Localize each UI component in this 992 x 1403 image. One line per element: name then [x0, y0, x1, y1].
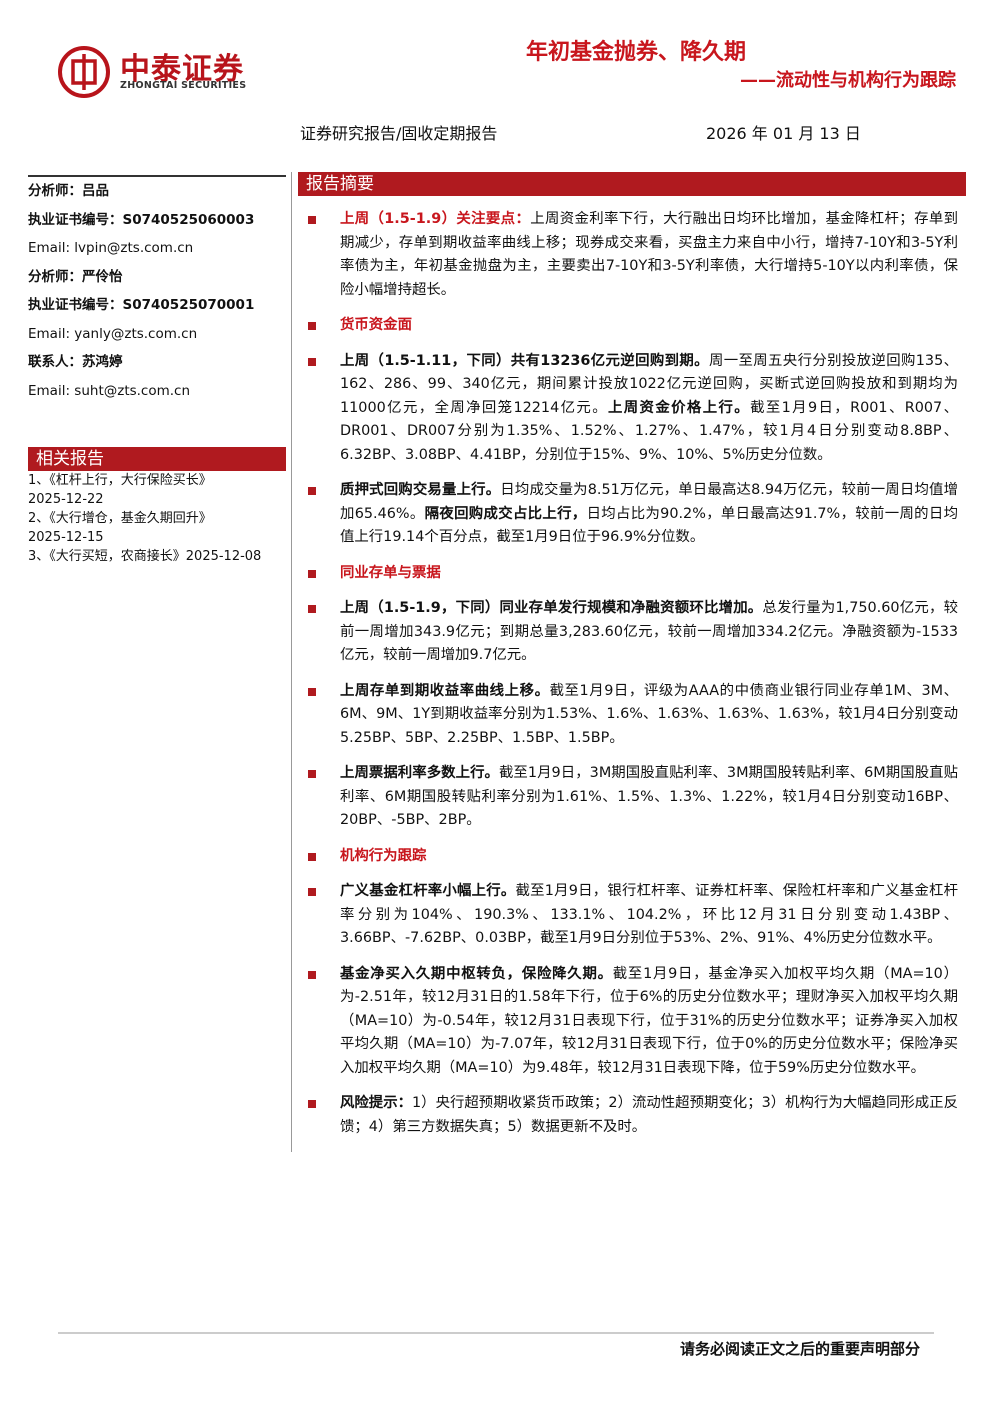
body-text: 日均成交量为8.51万亿元，单日最高达8.94万亿元，较前一周日均值增加65.4… [340, 482, 958, 522]
summary: 报告摘要 上周（1.5-1.9）关注要点：上周资金利率下行，大行融出日均环比增加… [298, 172, 966, 1139]
heading-text: 同业存单与票据 [340, 564, 441, 581]
lead-text: 上周（1.5-1.9）关注要点： [340, 211, 531, 227]
paragraph: 质押式回购交易量上行。日均成交量为8.51万亿元，单日最高达8.94万亿元，较前… [298, 479, 966, 550]
analyst-line: 执业证书编号：S0740525060003 [28, 211, 255, 228]
analyst-line: 分析师：严伶怡 [28, 268, 123, 285]
body-text: 截至1月9日，基金净买入加权平均久期（MA=10）为-2.51年，较12月31日… [340, 965, 958, 1076]
divider [291, 172, 292, 1152]
section-title: 报告摘要 [298, 172, 966, 196]
paragraph: 基金净买入久期中枢转负，保险降久期。截至1月9日，基金净买入加权平均久期（MA=… [298, 963, 966, 1081]
related-item: 2025-12-15 [28, 530, 104, 545]
analyst-line: Email: lvpin@zts.com.cn [28, 240, 194, 256]
body-text: 1）央行超预期收紧货币政策；2）流动性超预期变化；3）机构行为大幅趋同形成正反馈… [340, 1095, 958, 1135]
lead-text: 上周票据利率多数上行。 [340, 765, 499, 781]
subheading: 货币资金面 [298, 314, 966, 338]
paragraph: 上周（1.5-1.11，下同）共有13236亿元逆回购到期。周一至周五央行分别投… [298, 350, 966, 468]
related-reports: 相关报告 1、《杠杆上行，大行保险买长》 2025-12-22 2、《大行增仓，基金… [28, 447, 286, 566]
footer-note: 请务必阅读正文之后的重要声明部分 [679, 1340, 920, 1358]
subheading: 同业存单与票据 [298, 562, 966, 586]
paragraph: 上周（1.5-1.9）关注要点：上周资金利率下行，大行融出日均环比增加，基金降杠… [298, 208, 966, 302]
bullet [308, 1100, 316, 1108]
lead-text: 广义基金杠杆率小幅上行。 [340, 883, 516, 899]
bullet [308, 970, 316, 979]
brand: 中泰证券 [120, 52, 244, 87]
bullet [308, 216, 316, 224]
body-text: 截至1月9日，R001、R007、DR001、DR007分别为1.35%、1.5… [340, 399, 958, 463]
body-text: 截至1月9日，评级为AAA的中债商业银行同业存单1M、3M、6M、9M、1Y到期… [340, 682, 958, 746]
related-item: 1、《杠杆上行，大行保险买长》 [28, 473, 212, 488]
logo-icon [58, 46, 110, 98]
section-title: 相关报告 [28, 447, 286, 471]
bullet [308, 852, 316, 861]
brand-en: ZHONGTAI SECURITIES [120, 80, 247, 91]
paragraph: 上周存单到期收益率曲线上移。截至1月9日，评级为AAA的中债商业银行同业存单1M… [298, 680, 966, 751]
lead-text: 上周存单到期收益率曲线上移。 [340, 682, 550, 699]
paragraph: 上周（1.5-1.9，下同）同业存单发行规模和净融资额环比增加。总发行量为1,7… [298, 597, 966, 668]
lead-text: 上周（1.5-1.11，下同）共有13236亿元逆回购到期。 [340, 352, 709, 369]
lead-text: 风险提示： [340, 1095, 413, 1111]
body-text: 周一至周五央行分别投放逆回购135、162、286、99、340亿元，期间累计投… [340, 352, 958, 416]
body-text: 总发行量为1,750.60亿元，较前一周增加343.9亿元；到期总量3,283.… [340, 600, 958, 663]
sidebar: 分析师：吕品执业证书编号：S0740525060003 Email: lvpin@… [28, 175, 286, 566]
body-text: 截至1月9日，银行杠杆率、证券杠杆率、保险杠杆率和广义基金杠杆率分别为104%、… [340, 883, 958, 946]
report-date: 2026 年 01 月 13 日 [706, 124, 861, 143]
body-text: 日均占比为90.2%，单日最高达91.7%，较前一周的日均值上行19.14个百分… [340, 505, 958, 546]
lead-text: 基金净买入久期中枢转负，保险降久期。 [340, 965, 613, 982]
bullet [308, 888, 316, 896]
analyst-line: Email: suht@zts.com.cn [28, 382, 191, 399]
lead-text: 隔夜回购成交占比上行， [424, 505, 587, 522]
paragraph: 上周票据利率多数上行。截至1月9日，3M期国股直贴利率、3M期国股转贴利率、6M… [298, 762, 966, 833]
bullet [308, 569, 316, 578]
subheading: 机构行为跟踪 [298, 845, 966, 869]
subtitle: ——流动性与机构行为跟踪 [740, 70, 956, 91]
analyst-list: 分析师：吕品执业证书编号：S0740525060003 Email: lvpin@… [28, 177, 286, 405]
bullet [308, 770, 316, 778]
analyst-line: Email: yanly@zts.com.cn [28, 325, 198, 342]
bullet [308, 357, 316, 366]
bullet [308, 605, 316, 613]
bullet [308, 687, 316, 696]
lead-text: 质押式回购交易量上行。 [340, 482, 501, 498]
bullet [308, 487, 316, 495]
related-item: 2、《大行增仓，基金久期回升》 [28, 511, 212, 526]
footer-line [58, 1332, 934, 1334]
bullet [308, 322, 316, 330]
related-item: 3、《大行买短，农商接长》2025-12-08 [28, 549, 262, 564]
title: 年初基金抛券、降久期 [525, 40, 746, 65]
related-item: 2025-12-22 [28, 492, 104, 507]
body-text: 截至1月9日，3M期国股直贴利率、3M期国股转贴利率、6M期国股直贴利率、6M期… [340, 765, 958, 828]
analyst-line: 联系人：苏鸿婷 [28, 354, 123, 370]
lead-text: 上周资金价格上行。 [607, 399, 751, 416]
analyst-line: 分析师：吕品 [28, 183, 109, 199]
heading-text: 货币资金面 [340, 317, 412, 333]
analyst-line: 执业证书编号：S0740525070001 [28, 297, 255, 313]
report-type: 证券研究报告/固收定期报告 [300, 124, 498, 143]
paragraph: 广义基金杠杆率小幅上行。截至1月9日，银行杠杆率、证券杠杆率、保险杠杆率和广义基… [298, 880, 966, 951]
body-text: 上周资金利率下行，大行融出日均环比增加，基金降杠杆；存单到期减少，存单到期收益率… [340, 211, 958, 298]
heading-text: 机构行为跟踪 [340, 847, 427, 864]
paragraph: 风险提示：1）央行超预期收紧货币政策；2）流动性超预期变化；3）机构行为大幅趋同… [298, 1092, 966, 1139]
lead-text: 上周（1.5-1.9，下同）同业存单发行规模和净融资额环比增加。 [340, 600, 763, 616]
